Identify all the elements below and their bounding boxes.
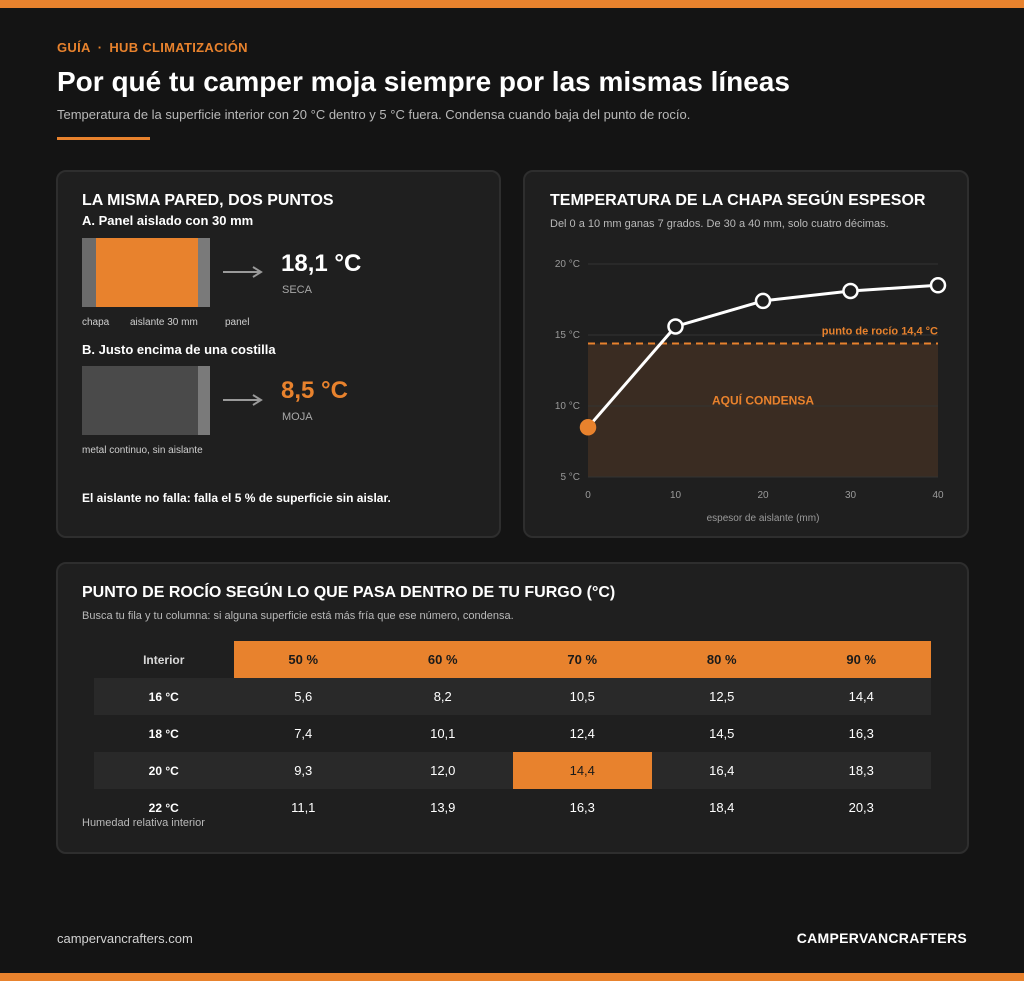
label-metal-continuo: metal continuo, sin aislante: [82, 445, 203, 456]
column-header: 90 %: [791, 641, 931, 678]
table-cell: 16,3: [569, 800, 595, 815]
table-row: 16 °C 5,6 8,2 10,5 12,5 14,4: [94, 678, 931, 715]
continuous-metal-layer: [82, 366, 198, 435]
row-header: 22 °C: [148, 800, 179, 815]
row-header: 18 °C: [148, 726, 179, 741]
eyebrow: GUÍA · HUB CLIMATIZACIÓN: [57, 40, 248, 55]
rib-wall-diagram: [82, 366, 210, 435]
row-header: 16 °C: [148, 689, 179, 704]
data-point: [667, 318, 684, 335]
table-cell: 16,4: [709, 763, 735, 778]
table-cell: 12,4: [569, 726, 595, 741]
title-underline: [57, 137, 150, 140]
table-header-row: Interior 50 % 60 % 70 % 80 % 90 %: [94, 641, 931, 678]
y-tick-label: 10 °C: [555, 401, 580, 412]
table-cell: 9,3: [294, 763, 313, 778]
page-title: Por qué tu camper moja siempre por las m…: [57, 66, 790, 97]
dew-point-threshold-label: punto de rocío 14,4 °C: [822, 326, 938, 338]
panel-layer: [198, 366, 210, 435]
table-cell: 13,9: [430, 800, 456, 815]
panel-layer: [198, 238, 210, 307]
insulation-layer: [96, 238, 198, 307]
row-header: 20 °C: [148, 763, 179, 778]
eyebrow-guide: GUÍA: [57, 40, 91, 55]
x-tick-label: 20: [757, 490, 769, 501]
x-tick-label: 40: [932, 490, 944, 501]
y-tick-label: 15 °C: [555, 330, 580, 341]
data-point: [929, 277, 947, 294]
sheet-metal-layer: [82, 238, 96, 307]
table-cell: 14,4: [512, 752, 652, 789]
x-tick-label: 0: [585, 490, 591, 501]
y-tick-label: 5 °C: [560, 472, 580, 483]
column-header: 60 %: [373, 641, 513, 678]
column-header: 70 %: [512, 641, 652, 678]
page-subtitle: Temperatura de la superficie interior co…: [57, 107, 691, 122]
case-b-temperature: 8,5 °C: [281, 377, 348, 404]
table-cell: 7,4: [294, 726, 313, 741]
table-cell: 12,0: [430, 763, 456, 778]
eyebrow-hub-link[interactable]: HUB CLIMATIZACIÓN: [109, 40, 248, 55]
temperature-line-chart: 5 °C 10 °C 15 °C 20 °C 0 10 20 30 40 espesor de a…: [555, 259, 947, 524]
column-header: 50 %: [233, 641, 373, 678]
table-row: 22 °C 11,1 13,9 16,3 18,4 20,3: [94, 789, 931, 826]
y-tick-label: 20 °C: [555, 259, 580, 270]
label-aislante: aislante 30 mm: [130, 317, 198, 328]
case-b-heading: B. Justo encima de una costilla: [82, 342, 276, 357]
case-a-temperature: 18,1 °C: [281, 250, 362, 277]
table-cell: 12,5: [709, 689, 735, 704]
table-card-subtitle: Busca tu fila y tu columna: si alguna su…: [82, 610, 514, 622]
table-cell: 8,2: [433, 689, 452, 704]
table-footnote: Humedad relativa interior: [82, 817, 205, 829]
wall-comparison-card: [56, 170, 501, 538]
wall-card-note: El aislante no falla: falla el 5 % de su…: [82, 491, 391, 505]
footer-brand-logo: CAMPERVANCRAFTERS: [796, 930, 967, 946]
eyebrow-separator: ·: [97, 40, 103, 55]
footer-url-link[interactable]: campervancrafters.com: [57, 931, 193, 946]
table-cell: 20,3: [848, 800, 874, 815]
top-accent-bar: [0, 0, 1024, 8]
case-b-status: MOJA: [282, 411, 313, 423]
label-panel: panel: [225, 317, 250, 328]
data-point: [754, 292, 772, 310]
table-cell: 16,3: [848, 726, 874, 741]
table-cell: 18,4: [709, 800, 735, 815]
bottom-accent-bar: [0, 973, 1024, 981]
table-cell: 18,3: [848, 763, 874, 778]
insulated-wall-diagram: [82, 238, 210, 307]
table-row: 20 °C 9,3 12,0 14,4 16,4 18,3: [94, 752, 931, 789]
table-cell: 11,1: [291, 800, 316, 815]
table-row: 18 °C 7,4 10,1 12,4 14,5 16,3: [94, 715, 931, 752]
arrow-right-icon: [223, 266, 263, 278]
condensation-zone: [588, 343, 938, 477]
column-header: 80 %: [652, 641, 792, 678]
table-cell: 10,1: [430, 726, 456, 741]
dew-point-table: Interior 50 % 60 % 70 % 80 % 90 % 16 °C …: [94, 641, 931, 826]
x-tick-label: 30: [845, 490, 857, 501]
table-cell: 14,4: [848, 689, 874, 704]
x-tick-label: 10: [670, 490, 682, 501]
wall-card-title: LA MISMA PARED, DOS PUNTOS: [82, 192, 334, 209]
x-axis-label: espesor de aislante (mm): [707, 513, 820, 524]
table-corner-header: Interior: [143, 652, 185, 667]
case-a-status: SECA: [282, 284, 312, 296]
condensation-zone-label: AQUÍ CONDENSA: [712, 393, 814, 408]
data-point: [579, 419, 597, 436]
chart-card-subtitle: Del 0 a 10 mm ganas 7 grados. De 30 a 40…: [550, 218, 889, 230]
table-cell: 5,6: [294, 689, 313, 704]
table-cell: 10,5: [569, 689, 595, 704]
label-chapa: chapa: [82, 317, 110, 328]
chart-card-title: TEMPERATURA DE LA CHAPA SEGÚN ESPESOR: [550, 192, 926, 209]
arrow-right-icon: [223, 394, 263, 406]
table-card-title: PUNTO DE ROCÍO SEGÚN LO QUE PASA DENTRO …: [82, 584, 616, 601]
data-point: [842, 282, 859, 300]
table-cell: 14,5: [709, 726, 735, 741]
case-a-heading: A. Panel aislado con 30 mm: [82, 213, 254, 228]
